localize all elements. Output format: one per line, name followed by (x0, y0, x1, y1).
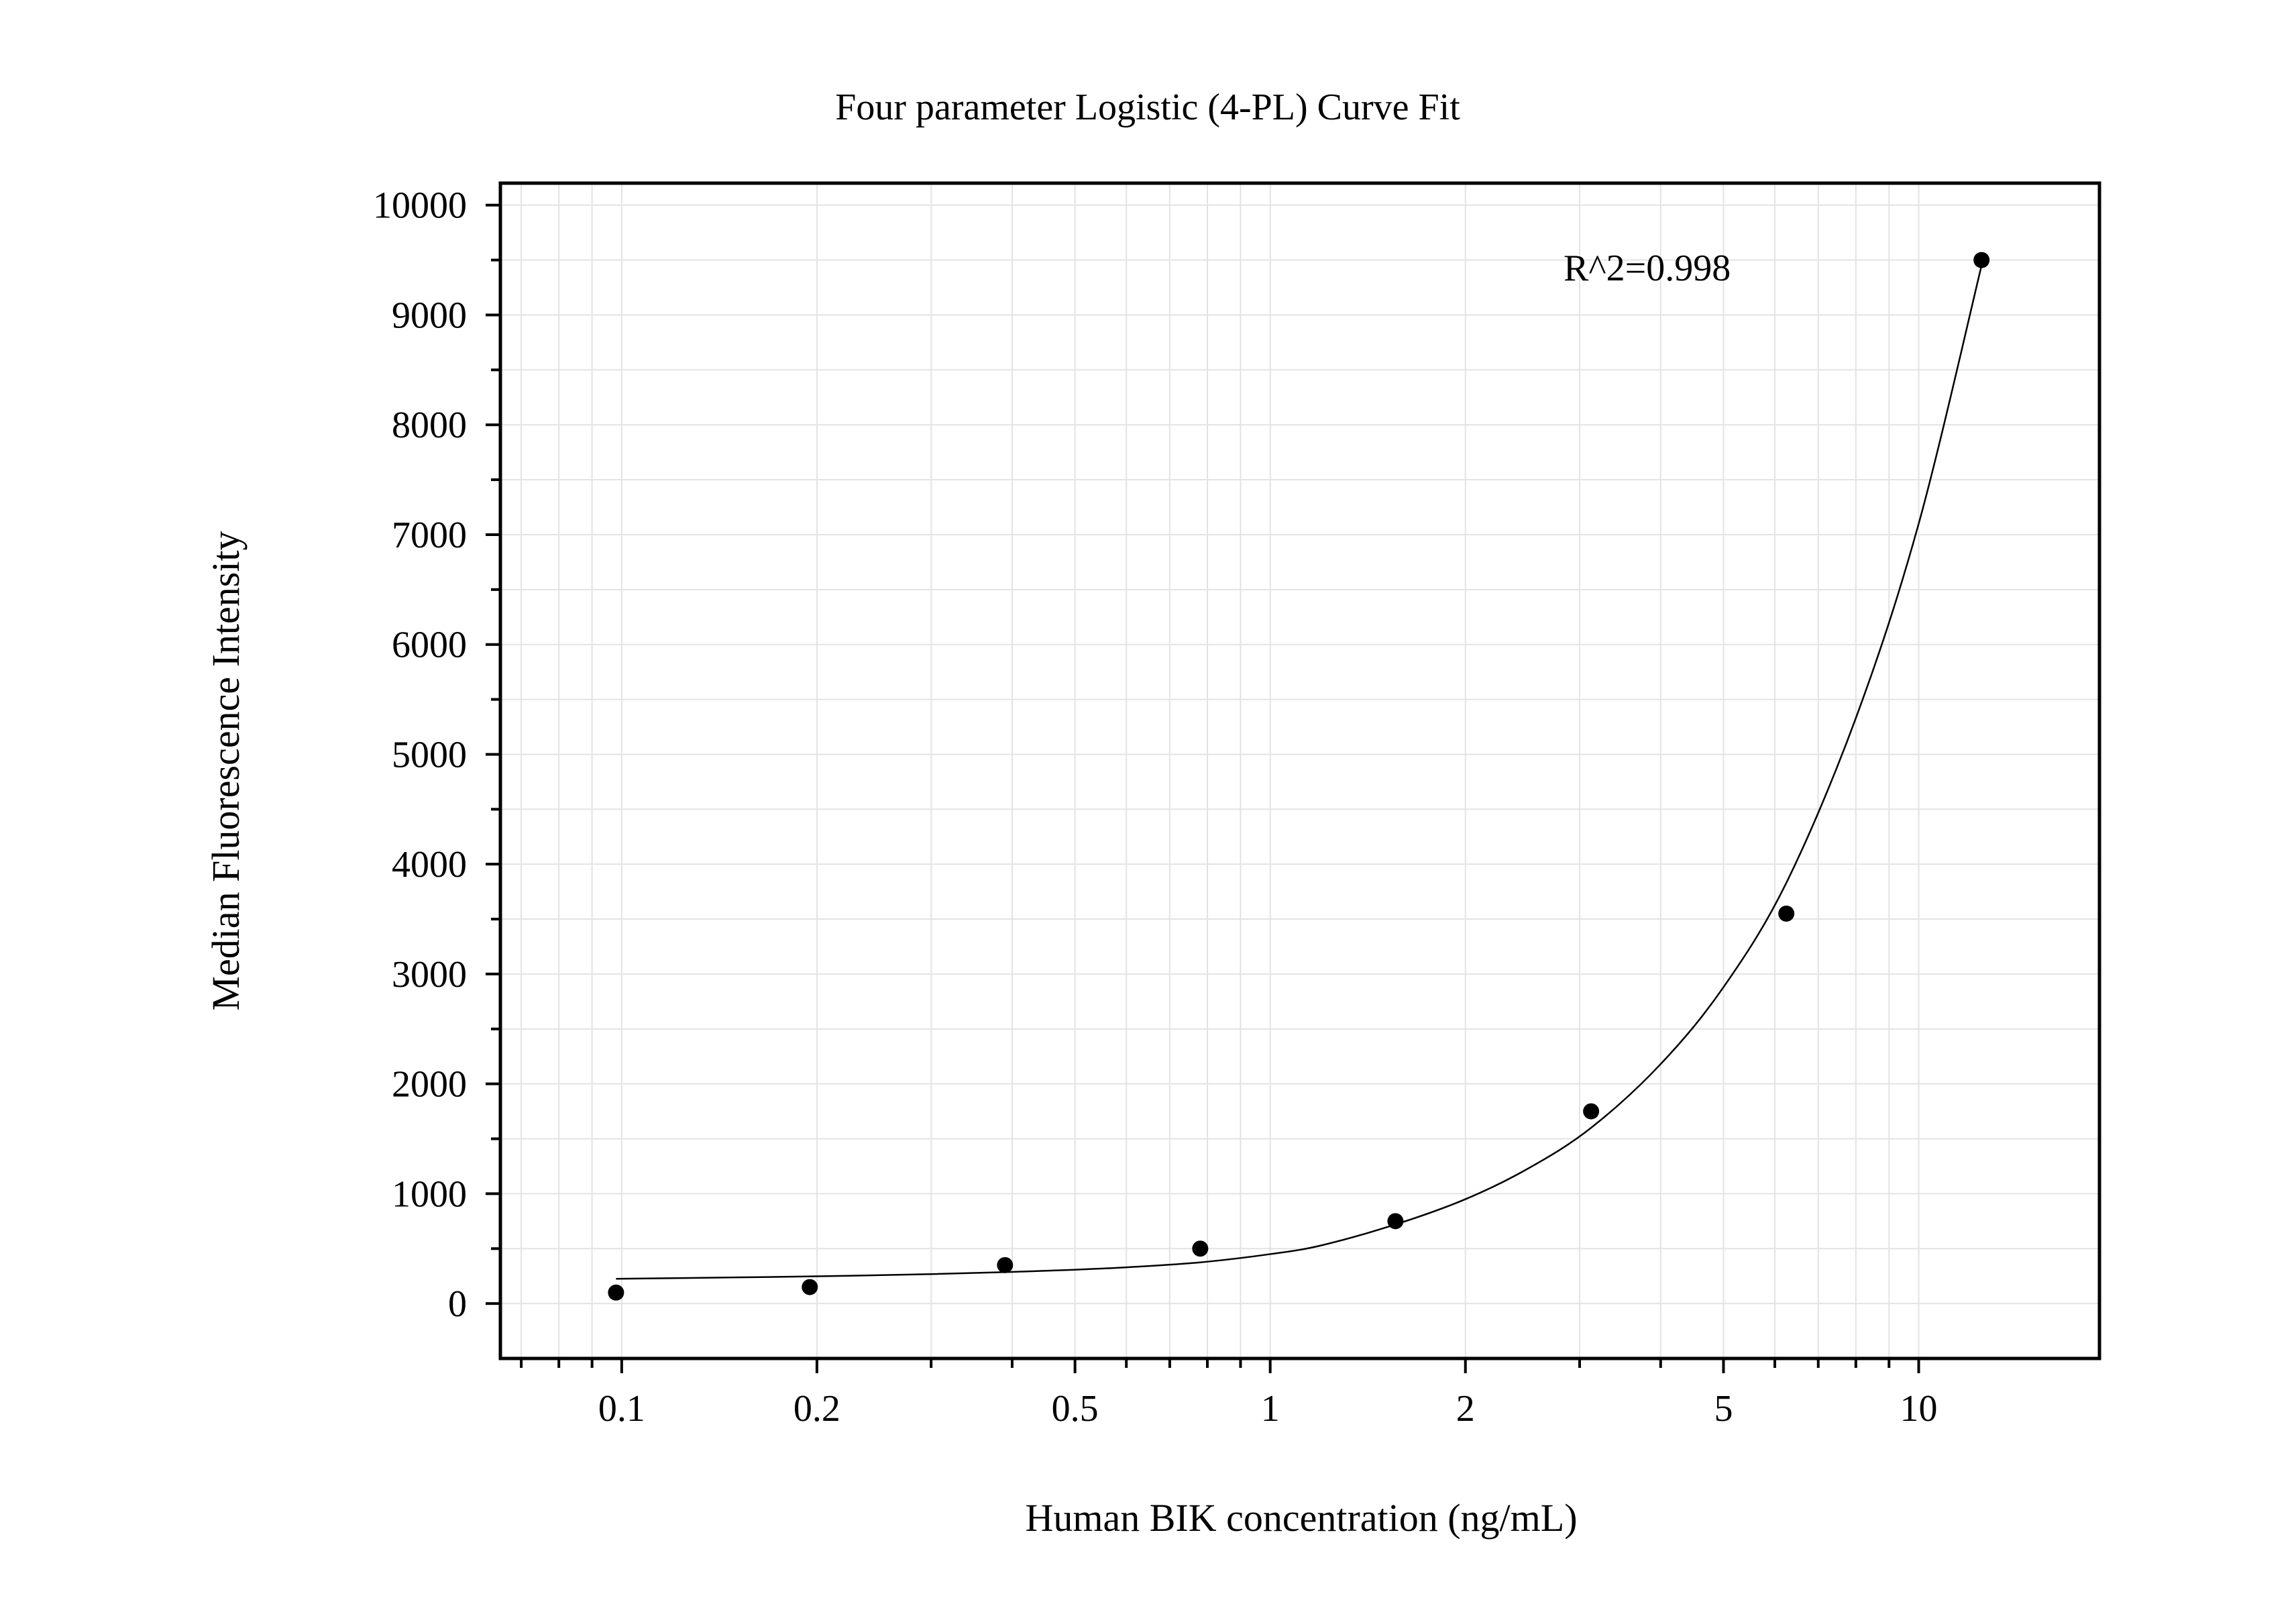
y-tick-label: 4000 (392, 844, 467, 886)
x-tick-label: 10 (1900, 1388, 1937, 1430)
chart-title: Four parameter Logistic (4-PL) Curve Fit (835, 87, 1460, 128)
tick-labels: 0.1 0.2 0.5 1 2 5 10 0 1000 2000 3000 4000 5000 6000 7… (373, 185, 1937, 1430)
data-point (1387, 1213, 1404, 1230)
y-tick-label: 6000 (392, 625, 467, 666)
y-tick-label: 2000 (392, 1064, 467, 1106)
data-point (1583, 1103, 1600, 1120)
x-tick-label: 5 (1714, 1388, 1733, 1430)
y-tick-label: 1000 (392, 1173, 467, 1215)
data-point (1192, 1240, 1209, 1257)
plot-frame (498, 181, 2101, 1360)
y-tick-label: 0 (448, 1283, 467, 1325)
r-squared-annotation: R^2=0.998 (1564, 248, 1731, 289)
fit-curve (616, 265, 1983, 1280)
y-tick-label: 7000 (392, 515, 467, 556)
x-tick-label: 1 (1261, 1388, 1280, 1430)
data-point (608, 1284, 624, 1301)
data-point (1973, 252, 1990, 268)
data-point (802, 1279, 818, 1295)
x-axis-label: Human BIK concentration (ng/mL) (1025, 1496, 1577, 1540)
y-tick-label: 8000 (392, 405, 467, 446)
x-tick-label: 2 (1456, 1388, 1475, 1430)
x-tick-label: 0.2 (794, 1388, 840, 1430)
y-tick-label: 9000 (392, 295, 467, 336)
fit-curve-layer (616, 265, 1983, 1280)
y-axis-label: Median Fluorescence Intensity (204, 531, 248, 1010)
y-tick-label: 10000 (373, 185, 467, 227)
y-tick-label: 5000 (392, 734, 467, 776)
data-points (608, 252, 1990, 1301)
x-tick-label: 0.1 (598, 1388, 645, 1430)
y-tick-label: 3000 (392, 954, 467, 996)
data-point (1778, 905, 1795, 922)
grid-lines (500, 183, 2099, 1358)
x-tick-label: 0.5 (1052, 1388, 1099, 1430)
axis-ticks (486, 203, 1920, 1373)
data-point (997, 1257, 1014, 1273)
